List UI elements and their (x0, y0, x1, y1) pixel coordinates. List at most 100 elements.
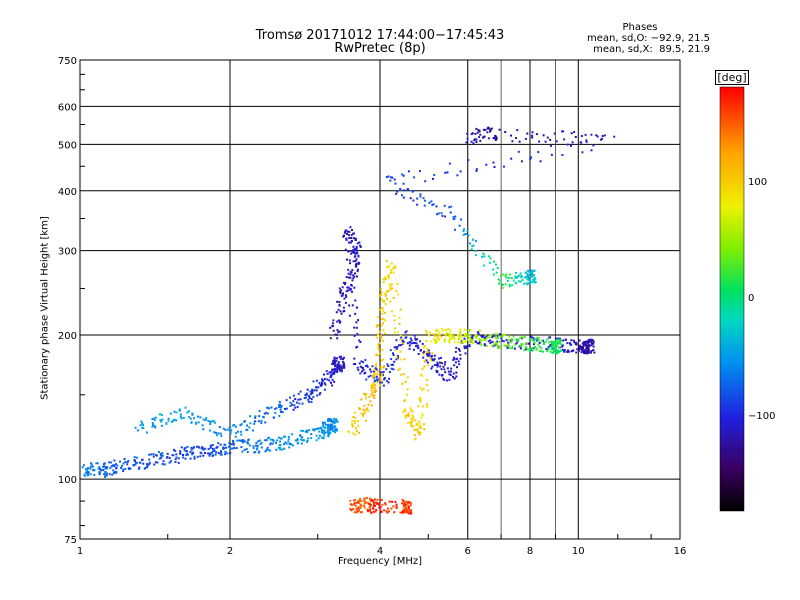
data-point (352, 245, 355, 248)
data-point (524, 137, 527, 140)
data-point (352, 237, 355, 240)
data-point (305, 396, 307, 399)
data-point (464, 346, 467, 349)
data-point (175, 453, 178, 456)
data-point (533, 274, 536, 277)
data-point (142, 427, 145, 430)
data-point (133, 456, 136, 459)
data-point (254, 415, 257, 418)
data-point (517, 338, 520, 341)
data-point (323, 377, 326, 380)
data-point (327, 431, 330, 434)
data-point (308, 396, 311, 399)
data-point (350, 288, 353, 291)
data-point (138, 467, 140, 470)
data-point (313, 389, 316, 392)
data-point (359, 506, 362, 509)
data-point (356, 420, 359, 422)
data-point (462, 233, 465, 236)
data-point (489, 129, 492, 132)
data-point (331, 378, 334, 381)
data-point (434, 335, 436, 337)
data-point (503, 165, 505, 168)
data-point (538, 345, 541, 348)
data-point (367, 375, 370, 378)
data-point (447, 370, 450, 373)
data-point (174, 458, 177, 461)
data-point (544, 140, 547, 143)
data-point (547, 347, 550, 350)
data-point (511, 284, 514, 287)
data-point (447, 328, 450, 330)
data-point (141, 458, 144, 461)
data-point (381, 299, 384, 302)
data-point (362, 413, 365, 416)
data-point (537, 151, 540, 154)
data-point (550, 347, 553, 350)
data-point (129, 467, 132, 470)
data-point (521, 343, 524, 346)
data-point (315, 379, 318, 382)
data-point (349, 276, 352, 279)
data-point (446, 171, 449, 174)
data-point (380, 287, 383, 290)
data-point (379, 376, 381, 379)
data-point (258, 410, 261, 413)
data-point (353, 357, 356, 360)
data-point (283, 443, 285, 446)
data-point (201, 446, 204, 449)
data-point (358, 241, 361, 244)
data-point (511, 347, 514, 350)
data-point (240, 430, 243, 433)
data-point (229, 452, 232, 455)
data-point (325, 423, 327, 426)
data-point (258, 415, 261, 418)
data-point (351, 290, 353, 293)
data-point (237, 430, 239, 433)
data-point (347, 272, 350, 275)
data-point (224, 450, 227, 453)
data-point (567, 350, 570, 353)
data-point (495, 335, 498, 338)
data-point (410, 417, 413, 420)
data-point (380, 373, 383, 376)
colorbar-unit-label: [deg] (715, 70, 749, 85)
data-point (436, 341, 439, 344)
data-point (331, 322, 334, 325)
data-point (89, 467, 92, 470)
data-point (507, 343, 510, 346)
data-point (302, 439, 305, 442)
data-point (304, 393, 307, 396)
data-point (333, 370, 336, 373)
data-point (459, 353, 462, 356)
data-point (296, 438, 299, 441)
data-point (142, 424, 145, 427)
data-point (376, 373, 379, 376)
data-point (338, 321, 341, 324)
data-point (190, 448, 193, 451)
data-point (249, 422, 252, 425)
data-point (557, 338, 560, 341)
data-point (321, 381, 323, 384)
data-point (381, 306, 384, 309)
data-point (333, 417, 336, 420)
data-point (558, 340, 561, 343)
data-point (332, 362, 335, 365)
data-point (120, 466, 122, 469)
data-point (211, 444, 214, 446)
data-point (356, 510, 359, 513)
data-point (510, 277, 513, 279)
data-point (332, 372, 335, 375)
data-point (538, 342, 541, 344)
data-point (151, 422, 154, 425)
data-point (390, 269, 392, 272)
data-point (344, 301, 347, 304)
data-point (419, 397, 422, 400)
data-point (402, 500, 405, 503)
data-point (240, 433, 243, 436)
data-point (581, 346, 583, 349)
data-point (387, 381, 390, 384)
data-point (590, 338, 592, 341)
data-point (285, 399, 288, 402)
data-point (385, 260, 388, 263)
